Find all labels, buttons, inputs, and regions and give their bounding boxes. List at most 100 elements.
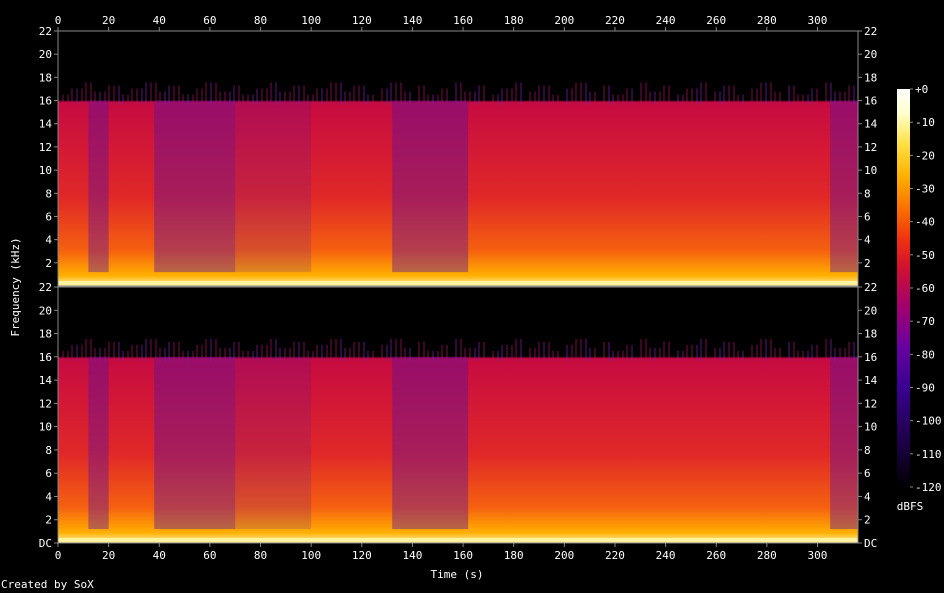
y-tick-label-left: DC [39,537,52,550]
y-tick-label-left: 12 [39,141,52,154]
y-tick-label-right: 14 [864,374,878,387]
y-tick-label-right: 10 [864,164,877,177]
x-tick-label-top: 300 [808,14,828,27]
x-tick-label-top: 160 [453,14,473,27]
y-tick-label-left: 12 [39,397,52,410]
y-tick-label-right: 14 [864,118,878,131]
x-tick-label-top: 260 [706,14,726,27]
y-tick-label-right: 6 [864,467,871,480]
segment-6 [392,100,469,273]
colorbar: +0 -10 -20 -30 -40 -50 -60 -70 -80 -90 -100 -110 -12… [897,83,942,513]
x-tick-label-bottom: 300 [808,549,828,562]
y-tick-label-left: 14 [39,118,53,131]
y-tick-label-left: 18 [39,71,52,84]
y-tick-label-right: 10 [864,421,877,434]
x-tick-label-bottom: 240 [656,549,676,562]
x-tick-label-bottom: 280 [757,549,777,562]
y-tick-label-left: 14 [39,374,53,387]
segment-3 [154,356,236,530]
x-tick-label-top: 20 [102,14,115,27]
y-tick-label-right: 22 [864,281,877,294]
colorbar-tick-label: -100 [915,415,942,428]
x-tick-label-top: 240 [656,14,676,27]
y-tick-label-left: 22 [39,281,52,294]
y-tick-label-right: 16 [864,95,877,108]
x-tick-label-bottom: 160 [453,549,473,562]
colorbar-tick-label: -40 [915,216,935,229]
x-tick-label-top: 220 [605,14,625,27]
x-tick-label-bottom: 80 [254,549,267,562]
segment-9 [830,100,858,273]
spectrogram-body [58,287,858,543]
y-tick-label-right: 2 [864,514,871,527]
x-tick-label-bottom: 180 [504,549,524,562]
y-tick-label-left: 6 [45,467,52,480]
y-tick-label-right: DC [864,537,877,550]
x-tick-label-bottom: 100 [301,549,321,562]
x-tick-label-bottom: 60 [203,549,216,562]
x-tick-label-top: 200 [554,14,574,27]
y-tick-label-right: 12 [864,141,877,154]
y-tick-label-left: 8 [45,444,52,457]
y-tick-label-right: 4 [864,490,871,503]
spectrogram-body [58,31,858,286]
x-tick-label-bottom: 220 [605,549,625,562]
y-tick-label-left: 2 [45,257,52,270]
y-tick-label-left: 18 [39,328,52,341]
x-tick-label-bottom: 120 [352,549,372,562]
x-tick-label-top: 280 [757,14,777,27]
y-tick-label-right: 22 [864,25,877,38]
colorbar-tick-label: +0 [915,83,928,96]
colorbar-tick-label: -120 [915,481,942,494]
x-tick-label-top: 60 [203,14,216,27]
y-tick-label-left: 10 [39,421,52,434]
x-tick-label-bottom: 140 [402,549,422,562]
y-tick-label-right: 20 [864,48,877,61]
segment-4 [235,100,312,273]
colorbar-tick-label: -70 [915,315,935,328]
y-tick-label-left: 8 [45,187,52,200]
y-tick-label-right: 4 [864,234,871,247]
y-tick-label-right: 12 [864,397,877,410]
y-tick-label-right: 18 [864,328,877,341]
y-tick-label-left: 20 [39,304,52,317]
credit-text: Created by SoX [1,578,94,591]
x-tick-label-bottom: 260 [706,549,726,562]
x-tick-label-top: 80 [254,14,267,27]
y-tick-label-left: 20 [39,48,52,61]
x-tick-label-bottom: 200 [554,549,574,562]
colorbar-gradient [897,89,910,487]
panel-border [57,30,859,287]
y-tick-label-left: 2 [45,514,52,527]
x-tick-label-top: 180 [504,14,524,27]
y-axis-label: Frequency (kHz) [9,237,22,336]
segment-6 [392,356,469,530]
x-tick-label-bottom: 40 [153,549,166,562]
y-tick-label-left: 4 [45,234,52,247]
y-tick-label-right: 8 [864,444,871,457]
colorbar-tick-label: -90 [915,382,935,395]
colorbar-tick-label: -10 [915,116,935,129]
y-tick-label-left: 22 [39,25,52,38]
y-tick-label-left: 6 [45,210,52,223]
y-tick-label-left: 16 [39,351,52,364]
x-tick-label-top: 140 [402,14,422,27]
y-tick-label-right: 16 [864,351,877,364]
segment-4 [235,356,312,530]
segment-1 [88,100,109,273]
y-tick-label-right: 6 [864,210,871,223]
segment-3 [154,100,236,273]
x-axis-label: Time (s) [431,568,484,581]
colorbar-label: dBFS [897,500,924,513]
y-tick-label-right: 20 [864,304,877,317]
colorbar-tick-label: -50 [915,249,935,262]
y-tick-label-right: 8 [864,187,871,200]
x-tick-label-top: 100 [301,14,321,27]
colorbar-tick-label: -80 [915,348,935,361]
colorbar-tick-label: -30 [915,183,935,196]
x-tick-label-bottom: 0 [55,549,62,562]
colorbar-tick-label: -20 [915,149,935,162]
y-tick-label-right: 2 [864,257,871,270]
